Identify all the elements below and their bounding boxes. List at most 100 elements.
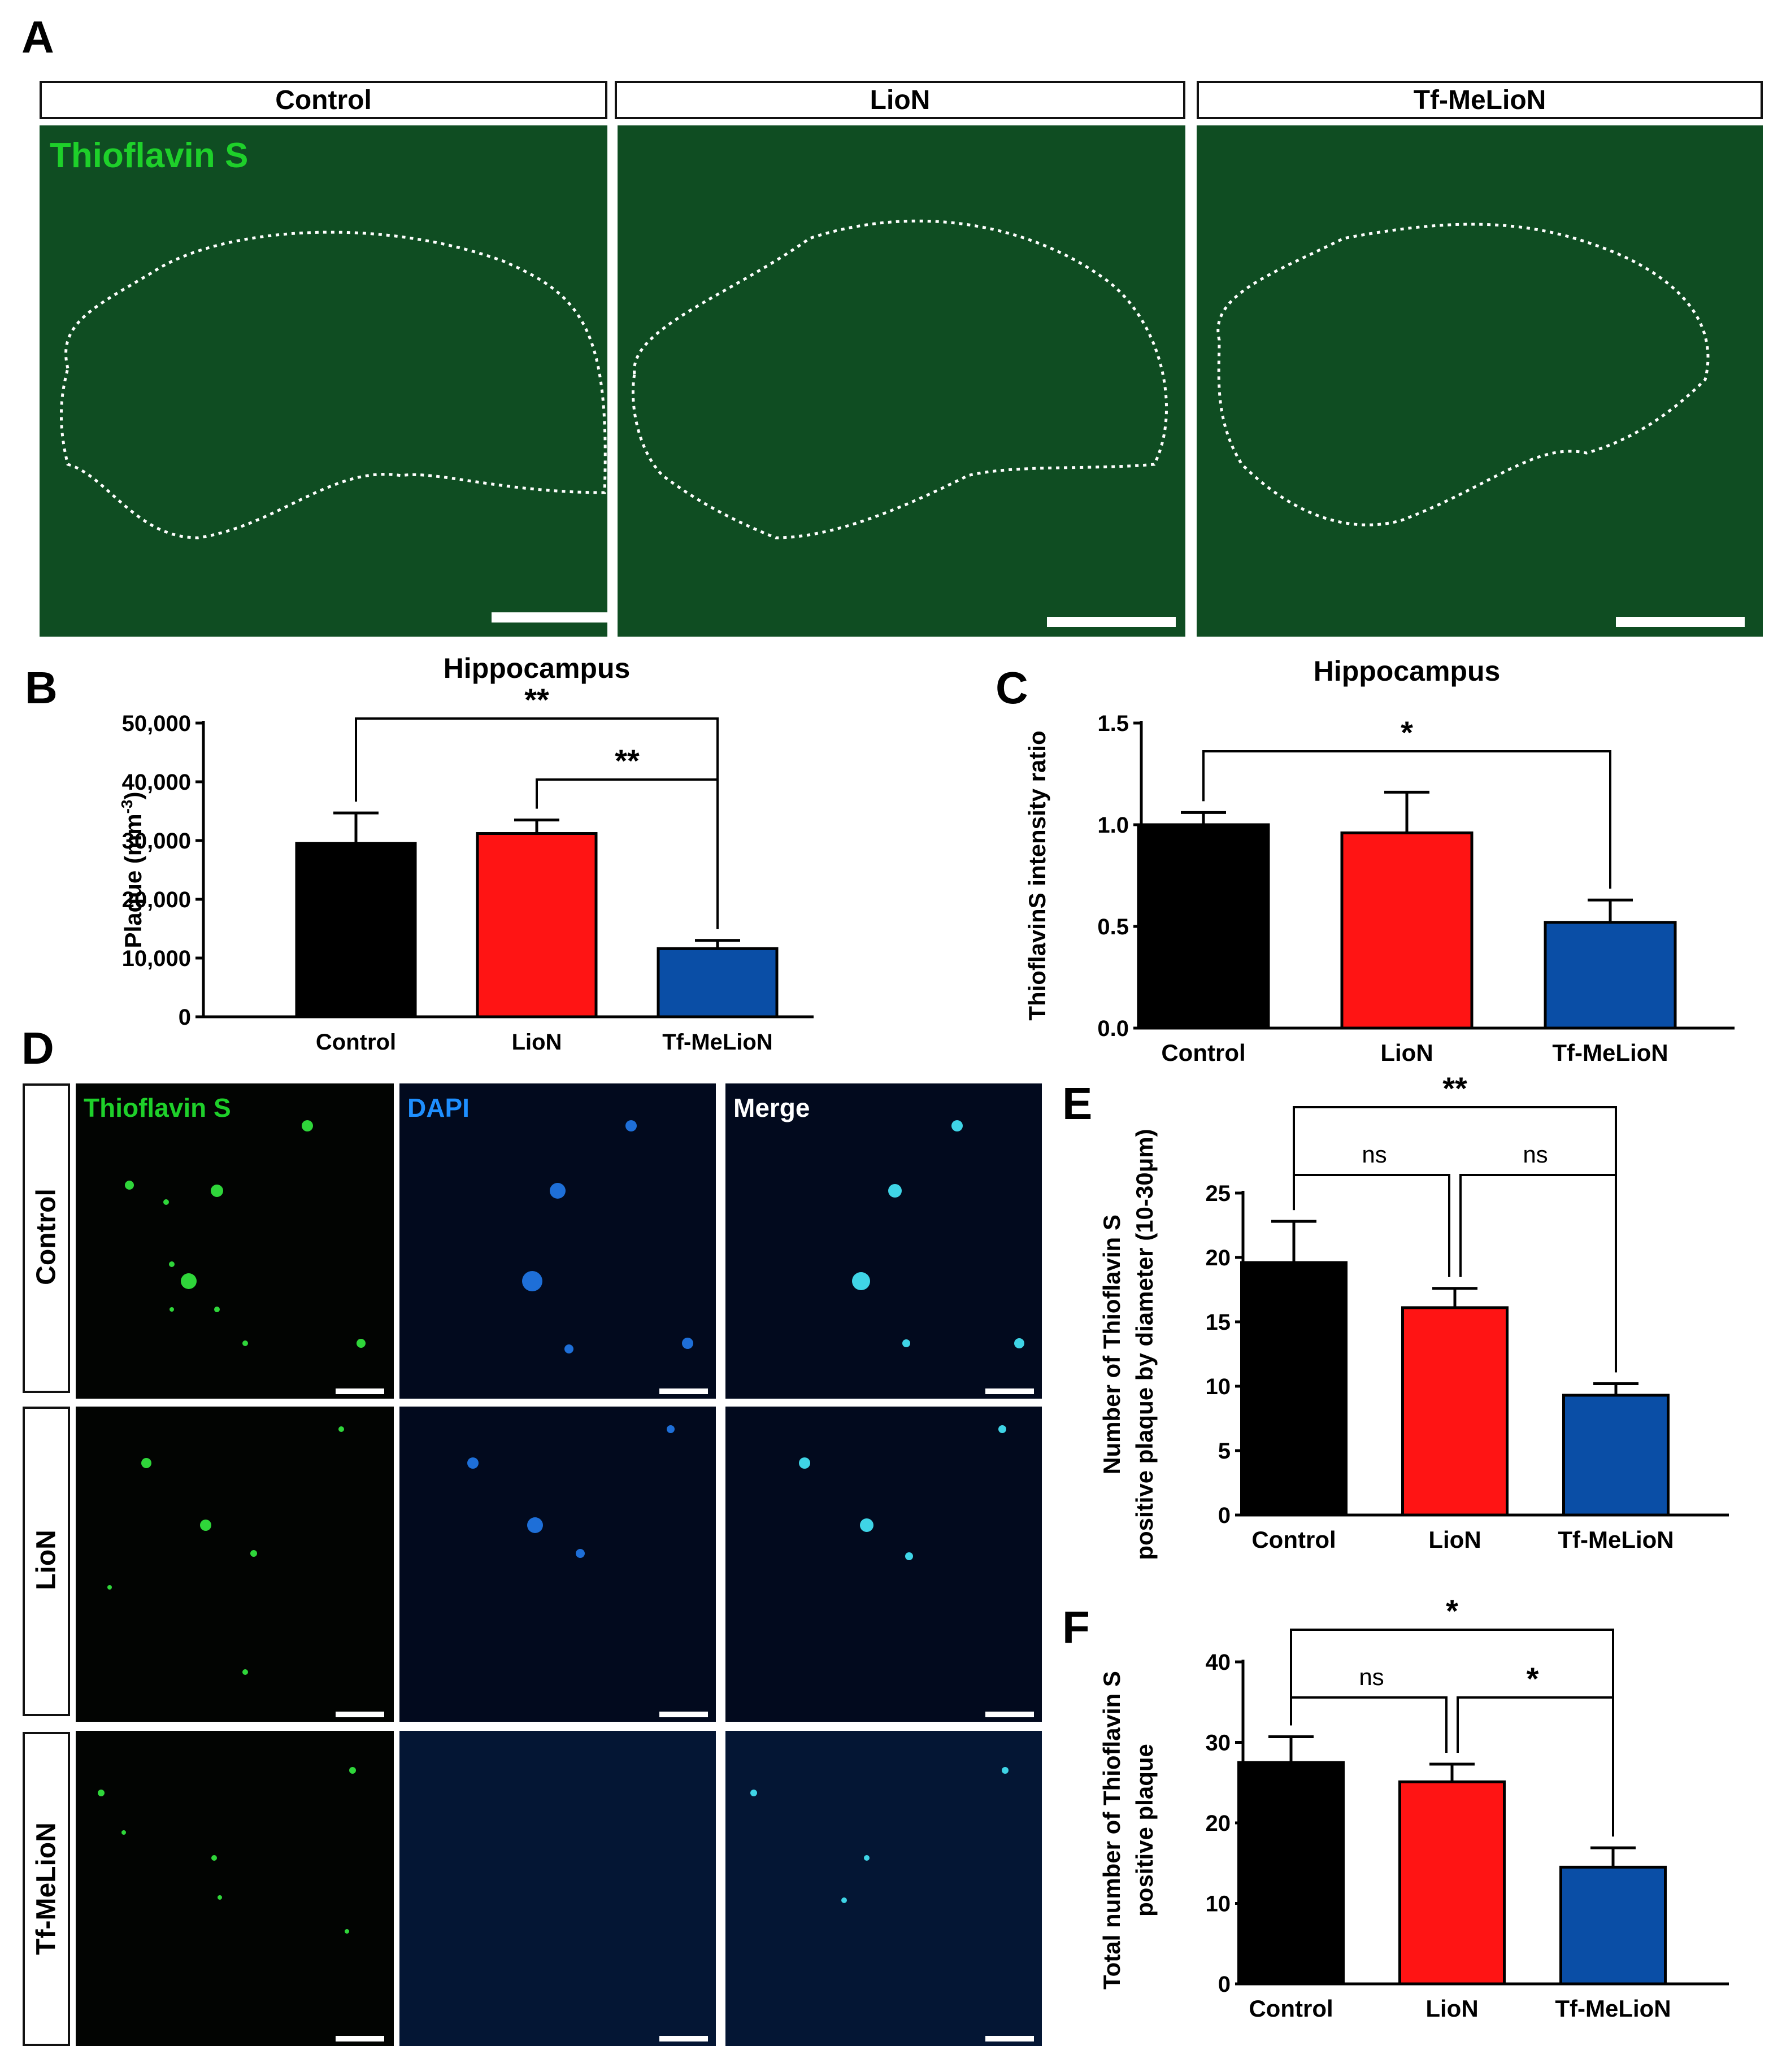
panel-b-letter: B bbox=[25, 663, 58, 713]
significance-bracket bbox=[1202, 750, 1611, 889]
x-tick-label: Control bbox=[1249, 1995, 1333, 2022]
scale-bar bbox=[1047, 617, 1176, 627]
x-tick-label: LioN bbox=[512, 1030, 562, 1055]
hippocampus-outline-tfmelion bbox=[1216, 223, 1710, 526]
x-tick-label: Control bbox=[316, 1030, 396, 1055]
scale-bar bbox=[492, 612, 607, 623]
chart-title: Hippocampus bbox=[1314, 655, 1501, 687]
bar-lion bbox=[1398, 1780, 1506, 1986]
significance-label: * bbox=[1527, 1661, 1539, 1696]
significance-bracket bbox=[1290, 1696, 1448, 1753]
scale-bar bbox=[985, 1712, 1034, 1717]
y-tick-label: 0 bbox=[179, 1005, 191, 1030]
channel-label-merge: Merge bbox=[733, 1093, 810, 1122]
y-tick-label: 5 bbox=[1218, 1439, 1231, 1464]
x-tick-label: Control bbox=[1251, 1526, 1336, 1553]
y-tick-label: 10 bbox=[1206, 1892, 1231, 1917]
panel-d-image-control-dapi: DAPI bbox=[399, 1083, 716, 1399]
y-tick-label: 10 bbox=[1206, 1374, 1231, 1399]
y-tick-label: 20 bbox=[1206, 1811, 1231, 1836]
stain-label: Thioflavin S bbox=[50, 136, 249, 175]
panel-d-row-box-tfmelion bbox=[23, 1732, 70, 2046]
x-tick-label: LioN bbox=[1380, 1039, 1433, 1066]
panel-d-row-label-tfmelion: Tf-MeLioN bbox=[31, 1822, 62, 1955]
x-tick-label: Control bbox=[1161, 1039, 1245, 1066]
panel-f-letter: F bbox=[1062, 1602, 1090, 1652]
x-tick-label: Tf-MeLioN bbox=[1558, 1526, 1674, 1553]
scale-bar bbox=[659, 1388, 708, 1394]
y-tick-label: 1.5 bbox=[1097, 711, 1129, 736]
scale-bar bbox=[659, 2036, 708, 2041]
significance-label: * bbox=[1446, 1593, 1458, 1629]
scale-bar bbox=[1616, 617, 1745, 627]
plaque-dots bbox=[125, 1120, 366, 1348]
significance-label: * bbox=[1401, 715, 1413, 750]
panel-a-header-tfmelion: Tf-MeLioN bbox=[1197, 81, 1763, 119]
bar-control bbox=[1137, 823, 1270, 1030]
panel-b-chart: Hippocampus 0 10,000 20,000 30,000 40,000 50,0… bbox=[118, 655, 814, 1055]
nuclei-dots bbox=[467, 1425, 675, 1558]
bar-control bbox=[1240, 1261, 1348, 1517]
y-tick-label: 0.5 bbox=[1097, 915, 1129, 939]
plaque-dots bbox=[98, 1767, 356, 1934]
panel-d-row-label-lion: LioN bbox=[31, 1530, 62, 1590]
significance-label: ns bbox=[1362, 1141, 1387, 1168]
panel-d-row-box-control bbox=[23, 1083, 70, 1393]
bar-tf-melion bbox=[1562, 1394, 1670, 1517]
bar-lion bbox=[1340, 831, 1474, 1030]
panel-a-image-control: Thioflavin S bbox=[40, 125, 607, 637]
hippocampus-outline-lion bbox=[632, 219, 1168, 539]
y-axis-label: ThioflavinS intensity ratio bbox=[1024, 730, 1050, 1020]
panel-d-image-control-merge: Merge bbox=[725, 1083, 1042, 1399]
significance-bracket bbox=[1459, 1174, 1617, 1373]
bar-lion bbox=[1401, 1306, 1509, 1517]
panel-a-image-tfmelion bbox=[1197, 125, 1763, 637]
panel-d-image-lion-merge bbox=[725, 1407, 1042, 1722]
scale-bar bbox=[336, 1712, 384, 1717]
panel-d-image-lion-dapi bbox=[399, 1407, 716, 1722]
y-tick-label: 25 bbox=[1206, 1181, 1231, 1206]
y-tick-label: 50,000 bbox=[122, 711, 191, 736]
plaque-dots bbox=[107, 1426, 344, 1675]
significance-label: ** bbox=[1442, 1073, 1467, 1106]
channel-label-thioflavin: Thioflavin S bbox=[84, 1093, 231, 1122]
panel-d-image-lion-thioflavin bbox=[76, 1407, 394, 1722]
y-axis-label: Number of Thioflavin S bbox=[1098, 1215, 1125, 1474]
bar-lion bbox=[476, 832, 598, 1018]
panel-c-letter: C bbox=[996, 663, 1028, 713]
channel-label-dapi: DAPI bbox=[407, 1093, 470, 1122]
panel-d-row-label-control: Control bbox=[31, 1189, 62, 1285]
scale-bar bbox=[336, 1388, 384, 1394]
y-tick-label: 20,000 bbox=[122, 887, 191, 912]
significance-bracket bbox=[1457, 1696, 1614, 1837]
y-tick-label: 10,000 bbox=[122, 946, 191, 971]
significance-label: ns bbox=[1523, 1141, 1548, 1168]
y-axis-label-line2: positive plaque by diameter (10-30μm) bbox=[1131, 1129, 1158, 1560]
y-axis-label-line2: positive plaque bbox=[1131, 1744, 1158, 1917]
nuclei-dots bbox=[522, 1120, 693, 1353]
panel-a-header-control: Control bbox=[40, 81, 607, 119]
scale-bar bbox=[985, 1388, 1034, 1394]
significance-label: ns bbox=[1359, 1664, 1384, 1690]
bar-tf-melion bbox=[1544, 921, 1677, 1030]
bar-control bbox=[295, 842, 417, 1018]
y-axis-label: Total number of Thioflavin S bbox=[1098, 1671, 1125, 1990]
x-tick-label: LioN bbox=[1428, 1526, 1481, 1553]
bar-tf-melion bbox=[1559, 1865, 1667, 1986]
y-axis-label: Plaque (mm-3) bbox=[118, 792, 146, 948]
x-tick-label: Tf-MeLioN bbox=[1552, 1039, 1668, 1066]
x-tick-label: Tf-MeLioN bbox=[662, 1030, 773, 1055]
panel-c-chart: Hippocampus 0.0 0.5 1.0 1.5 ThioflavinS inten… bbox=[1024, 655, 1735, 1066]
significance-bracket bbox=[536, 778, 719, 929]
y-tick-label: 40,000 bbox=[122, 770, 191, 795]
y-tick-label: 30 bbox=[1206, 1731, 1231, 1756]
significance-bracket bbox=[1293, 1174, 1450, 1277]
y-tick-label: 20 bbox=[1206, 1246, 1231, 1270]
bar-tf-melion bbox=[657, 947, 779, 1018]
panel-a-image-lion bbox=[618, 125, 1185, 637]
panel-d-image-tfmelion-dapi bbox=[399, 1731, 716, 2046]
x-tick-label: LioN bbox=[1425, 1995, 1478, 2022]
x-tick-label: Tf-MeLioN bbox=[1555, 1995, 1671, 2022]
significance-label: ** bbox=[615, 743, 640, 778]
